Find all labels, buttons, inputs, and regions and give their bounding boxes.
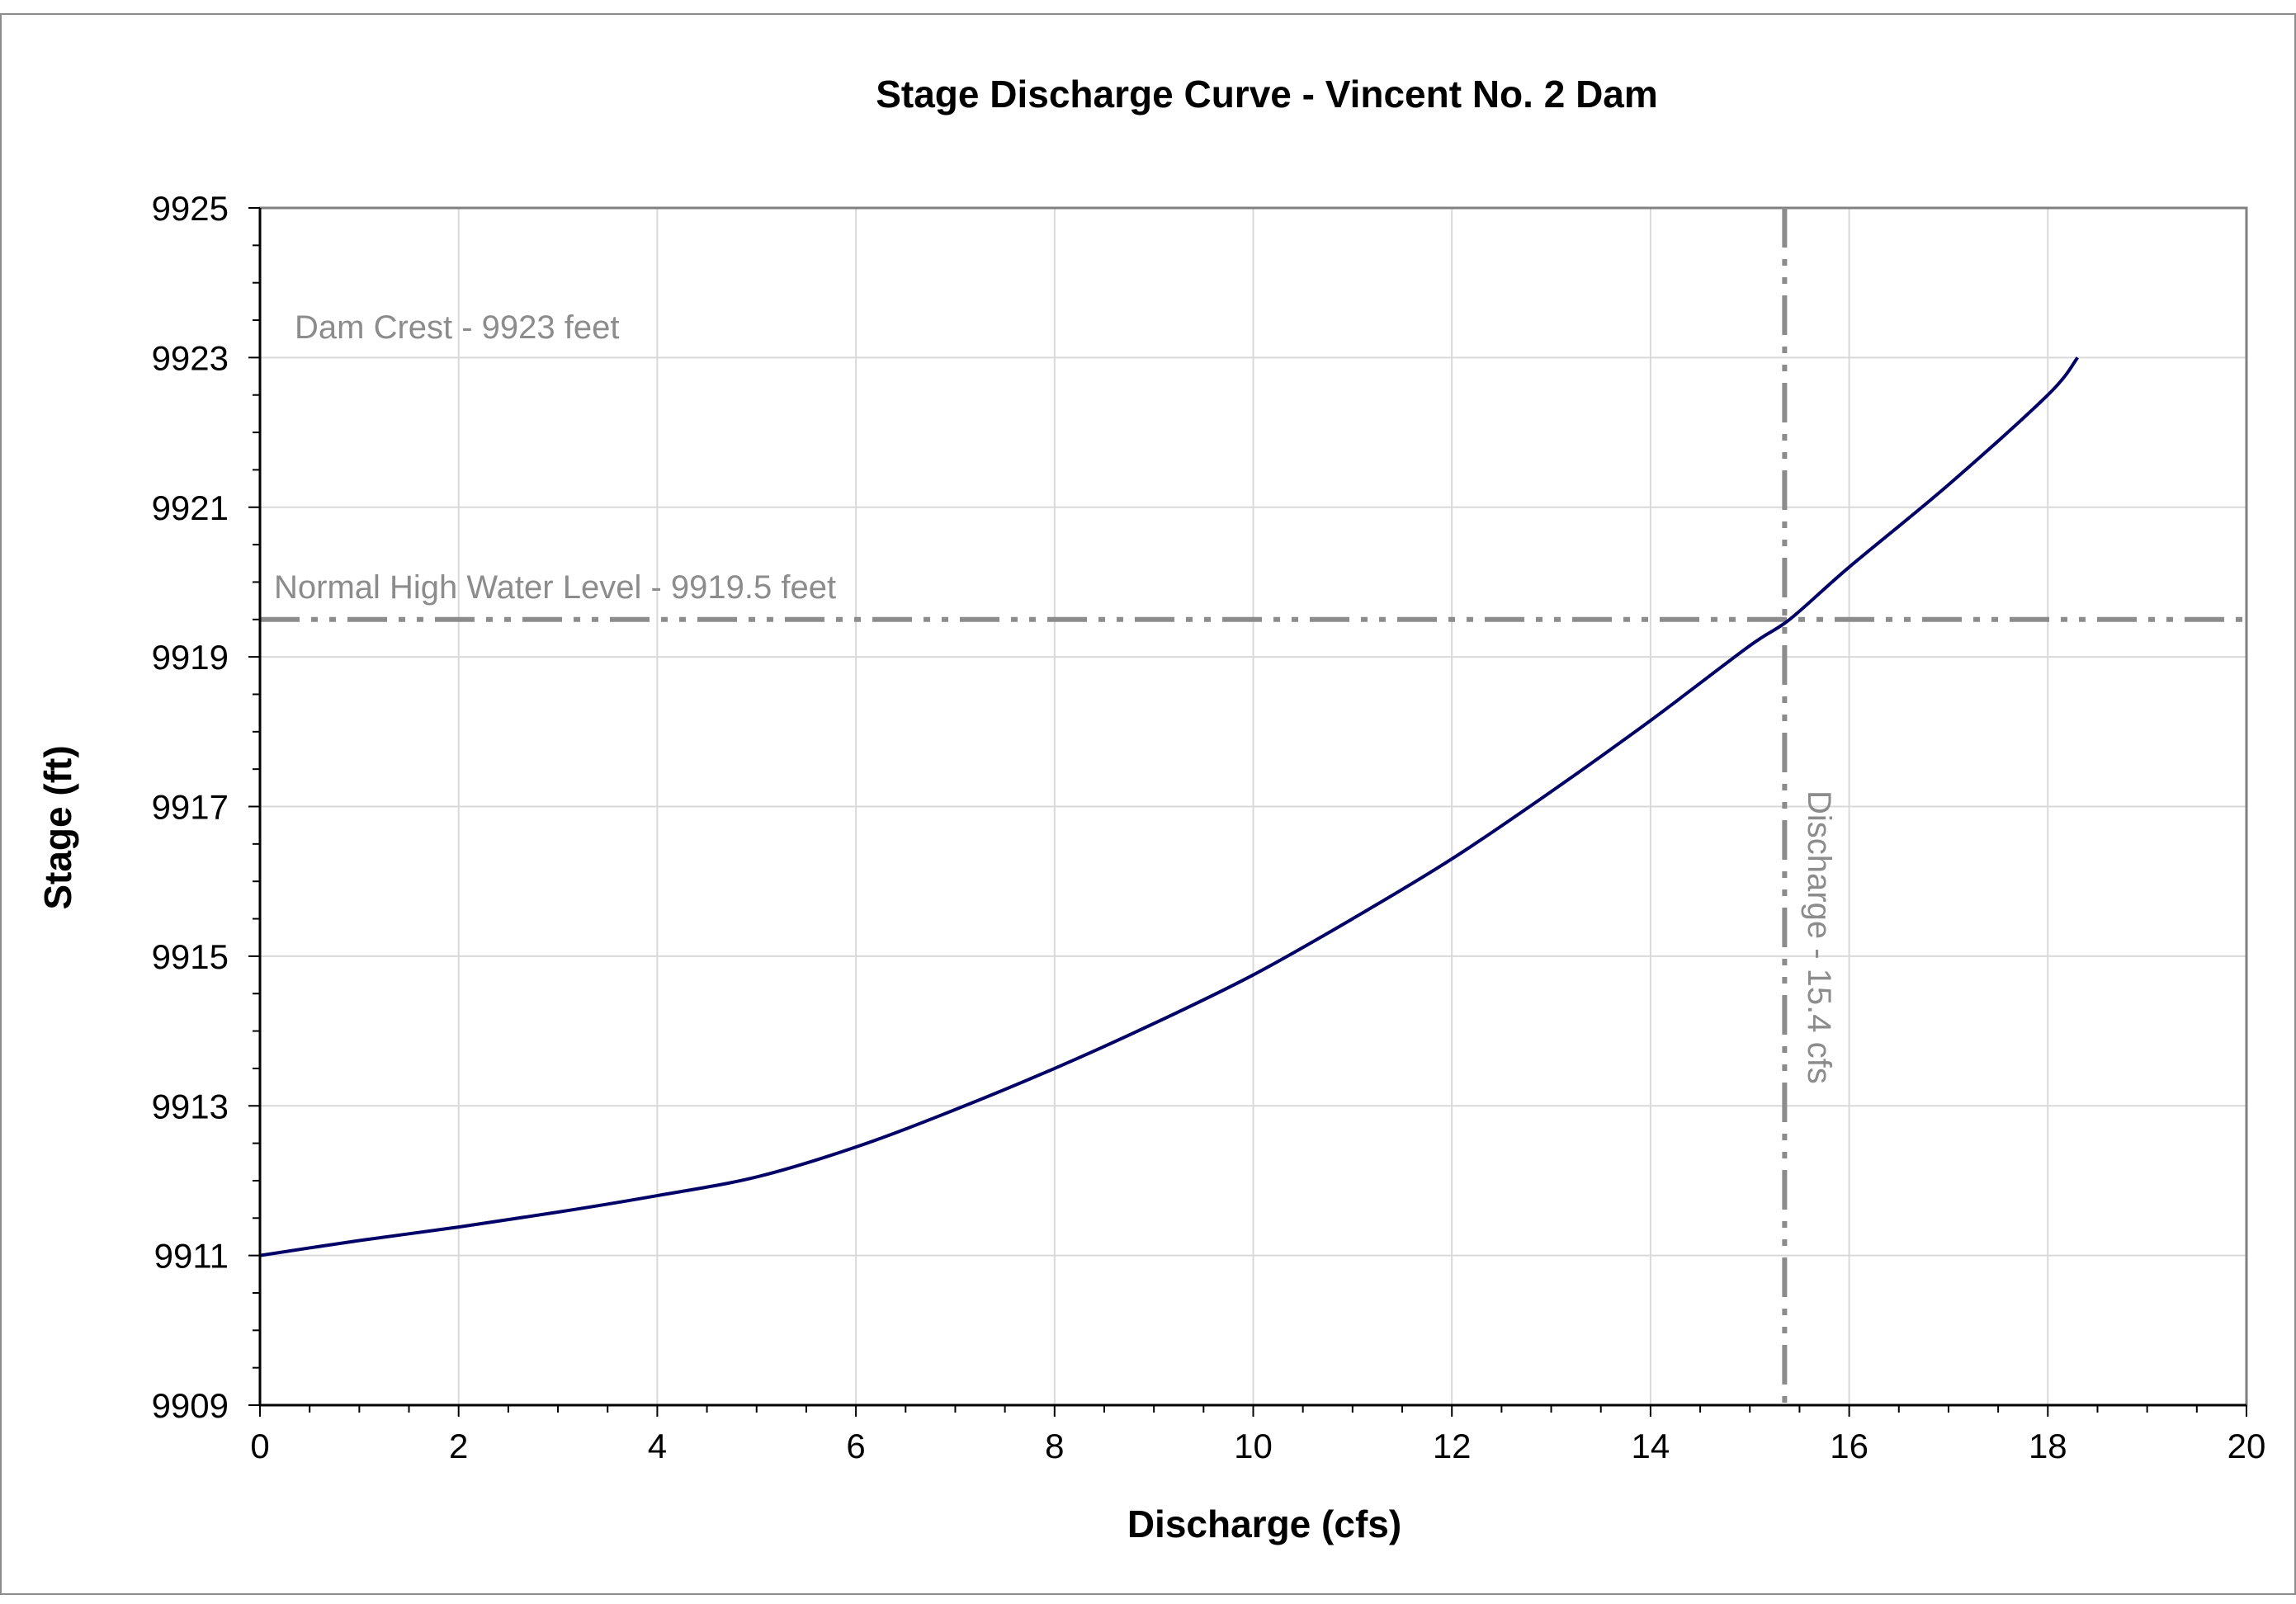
y-tick-label: 9919 [152, 638, 229, 677]
reference-lines [260, 208, 2246, 1405]
x-tick-label: 8 [1045, 1427, 1064, 1465]
chart-border [0, 13, 2296, 1595]
y-tick-label: 9913 [152, 1087, 229, 1125]
data-series [259, 356, 2080, 1257]
y-tick-label: 9923 [152, 338, 229, 377]
x-tick-label: 4 [648, 1427, 667, 1465]
x-tick-label: 20 [2227, 1427, 2266, 1465]
x-tick-label: 0 [250, 1427, 269, 1465]
y-tick-label: 9915 [152, 937, 229, 976]
x-tick-label: 14 [1632, 1427, 1670, 1465]
discharge-annotation: Discharge - 15.4 cfs [1801, 790, 1837, 1084]
x-tick-label: 2 [449, 1427, 468, 1465]
y-tick-label: 9911 [154, 1237, 229, 1276]
y-axis-label: Stage (ft) [36, 745, 79, 909]
dam-crest-annotation: Dam Crest - 9923 feet [295, 309, 620, 346]
y-tick-label: 9925 [152, 189, 229, 228]
normal-high-water-annotation: Normal High Water Level - 9919.5 feet [274, 569, 836, 606]
chart-title: Stage Discharge Curve - Vincent No. 2 Da… [876, 73, 1658, 116]
x-tick-label: 10 [1234, 1427, 1273, 1465]
y-tick-label: 9921 [152, 488, 229, 527]
y-tick-label: 9909 [152, 1386, 229, 1425]
x-tick-label: 18 [2029, 1427, 2067, 1465]
x-tick-label: 16 [1830, 1427, 1868, 1465]
x-tick-label: 12 [1433, 1427, 1472, 1465]
stage-discharge-curve [259, 356, 2080, 1257]
axes: 0 2 4 6 8 10 12 14 16 18 20 9909 9911 9913 9915 9917 991… [152, 189, 2266, 1465]
x-tick-label: 6 [846, 1427, 865, 1465]
y-tick-label: 9917 [152, 788, 229, 827]
x-axis-label: Discharge (cfs) [1127, 1503, 1401, 1545]
